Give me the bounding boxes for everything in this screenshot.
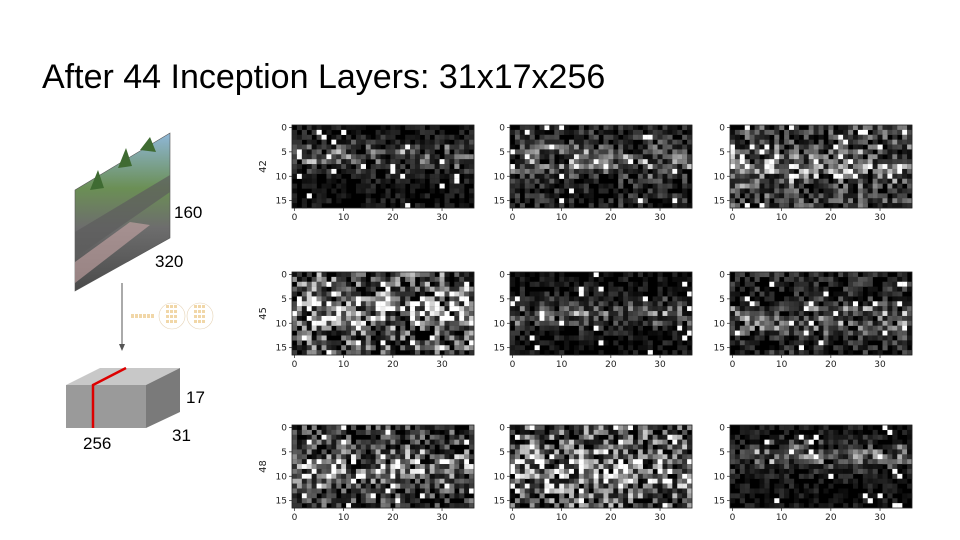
volume-width-label: 31 <box>172 426 191 445</box>
feature-map: 0 10 20 30 0 5 10 15 <box>494 123 693 223</box>
x-tick-label: 0 <box>730 360 736 370</box>
feature-map: 0 10 20 30 0 5 10 15 <box>494 423 693 523</box>
x-tick-label: 30 <box>654 213 666 223</box>
feature-map: 0 10 20 30 0 5 10 15 <box>494 270 693 370</box>
input-height-label: 160 <box>174 203 203 222</box>
feature-slice-marker <box>91 366 127 428</box>
x-tick-label: 30 <box>874 213 886 223</box>
feature-map: 0 10 20 30 0 5 10 15 <box>714 423 913 523</box>
y-tick-label: 5 <box>281 295 287 305</box>
row-label: 48 <box>258 460 269 473</box>
y-tick-label: 15 <box>494 344 505 354</box>
slide-title: After 44 Inception Layers: 31x17x256 <box>42 58 606 96</box>
x-tick-label: 10 <box>338 513 350 523</box>
y-tick-label: 10 <box>494 472 506 482</box>
y-tick-label: 15 <box>714 497 725 507</box>
x-tick-label: 20 <box>605 360 617 370</box>
y-tick-label: 0 <box>281 270 287 280</box>
feature-map: 0 10 20 30 0 5 10 15 <box>714 270 913 370</box>
y-tick-label: 10 <box>714 172 726 182</box>
y-tick-label: 5 <box>719 148 725 158</box>
x-tick-label: 30 <box>654 360 666 370</box>
x-tick-label: 0 <box>730 513 736 523</box>
x-tick-label: 20 <box>825 513 837 523</box>
x-tick-label: 10 <box>556 513 568 523</box>
x-tick-label: 20 <box>605 213 617 223</box>
y-tick-label: 5 <box>499 448 505 458</box>
row-label: 42 <box>258 160 269 173</box>
y-tick-label: 0 <box>281 123 287 133</box>
input-width-label: 320 <box>155 252 184 271</box>
row-label: 45 <box>258 307 269 320</box>
x-tick-label: 0 <box>292 360 298 370</box>
y-tick-label: 0 <box>719 270 725 280</box>
y-tick-label: 0 <box>719 423 725 433</box>
feature-map: 0 10 20 30 0 5 10 15 <box>276 423 475 523</box>
x-tick-label: 20 <box>825 360 837 370</box>
feature-map: 0 10 20 30 0 5 10 15 <box>714 123 913 223</box>
y-tick-label: 10 <box>494 319 506 329</box>
y-tick-label: 10 <box>276 319 288 329</box>
input-image <box>74 132 171 292</box>
x-tick-label: 10 <box>556 213 568 223</box>
y-tick-label: 0 <box>719 123 725 133</box>
x-tick-label: 0 <box>510 213 516 223</box>
x-tick-label: 10 <box>338 213 350 223</box>
x-tick-label: 30 <box>436 213 448 223</box>
y-tick-label: 0 <box>499 270 505 280</box>
y-tick-label: 0 <box>499 123 505 133</box>
y-tick-label: 0 <box>281 423 287 433</box>
y-tick-label: 5 <box>281 448 287 458</box>
y-tick-label: 15 <box>494 197 505 207</box>
x-tick-label: 20 <box>387 213 399 223</box>
x-tick-label: 10 <box>776 360 788 370</box>
x-tick-label: 10 <box>338 360 350 370</box>
volume-height-label: 17 <box>186 388 205 407</box>
volume-depth-label: 256 <box>83 434 112 453</box>
y-tick-label: 15 <box>276 197 287 207</box>
x-tick-label: 30 <box>436 513 448 523</box>
x-tick-label: 10 <box>556 360 568 370</box>
y-tick-label: 15 <box>714 197 725 207</box>
x-tick-label: 30 <box>654 513 666 523</box>
x-tick-label: 10 <box>776 213 788 223</box>
y-tick-label: 15 <box>276 344 287 354</box>
x-tick-label: 30 <box>874 360 886 370</box>
y-tick-label: 5 <box>281 148 287 158</box>
y-tick-label: 10 <box>494 172 506 182</box>
y-tick-label: 10 <box>276 472 288 482</box>
x-tick-label: 10 <box>776 513 788 523</box>
x-tick-label: 20 <box>387 360 399 370</box>
y-tick-label: 5 <box>719 448 725 458</box>
y-tick-label: 5 <box>719 295 725 305</box>
x-tick-label: 20 <box>825 213 837 223</box>
y-tick-label: 15 <box>276 497 287 507</box>
y-tick-label: 10 <box>714 319 726 329</box>
x-tick-label: 20 <box>387 513 399 523</box>
x-tick-label: 30 <box>436 360 448 370</box>
x-tick-label: 30 <box>874 513 886 523</box>
feature-map: 0 10 20 30 0 5 10 15 <box>276 270 475 370</box>
x-tick-label: 20 <box>605 513 617 523</box>
y-tick-label: 5 <box>499 295 505 305</box>
x-tick-label: 0 <box>292 513 298 523</box>
feature-map: 0 10 20 30 0 5 10 15 <box>276 123 475 223</box>
output-volume-box <box>66 366 180 428</box>
y-tick-label: 15 <box>494 497 505 507</box>
x-tick-label: 0 <box>292 213 298 223</box>
y-tick-label: 5 <box>499 148 505 158</box>
x-tick-label: 0 <box>730 213 736 223</box>
x-tick-label: 0 <box>510 360 516 370</box>
y-tick-label: 10 <box>276 172 288 182</box>
x-tick-label: 0 <box>510 513 516 523</box>
y-tick-label: 10 <box>714 472 726 482</box>
y-tick-label: 15 <box>714 344 725 354</box>
y-tick-label: 0 <box>499 423 505 433</box>
inception-module-icon <box>131 302 214 330</box>
flow-arrow <box>119 283 125 351</box>
